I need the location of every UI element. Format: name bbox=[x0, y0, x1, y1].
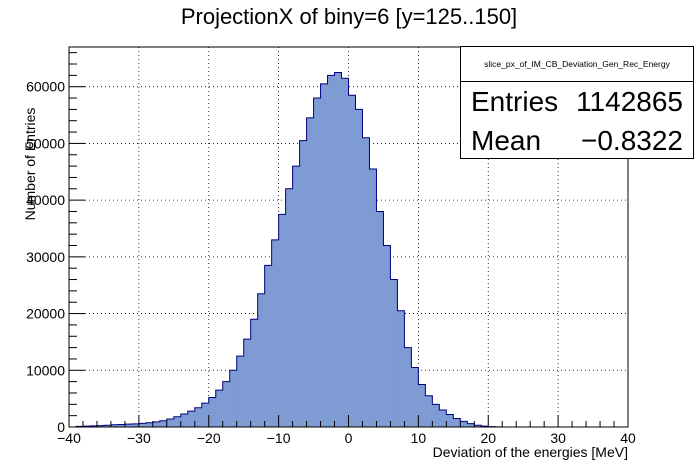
histogram-bar bbox=[348, 95, 356, 427]
x-tick-label: 30 bbox=[550, 430, 566, 446]
histogram-bar bbox=[89, 425, 98, 427]
histogram-bar bbox=[131, 423, 140, 427]
x-tick-label: −30 bbox=[127, 430, 151, 446]
histogram-bar bbox=[278, 214, 286, 427]
histogram-bar bbox=[313, 98, 321, 428]
y-tick-label: 40000 bbox=[26, 192, 65, 208]
x-tick-label: 0 bbox=[345, 430, 353, 446]
histogram-bar bbox=[271, 239, 279, 427]
ticks-layer bbox=[68, 52, 629, 428]
histogram-bar bbox=[432, 404, 440, 427]
histogram-bar bbox=[460, 421, 468, 427]
histogram-bar bbox=[292, 166, 300, 427]
histogram-bar bbox=[474, 425, 482, 427]
histogram-bar bbox=[355, 109, 363, 427]
y-tick-label: 30000 bbox=[26, 249, 65, 265]
histogram-bar bbox=[145, 422, 154, 427]
stats-mean-value: −0.8322 bbox=[581, 124, 683, 156]
stats-title: slice_px_of_IM_CB_Deviation_Gen_Rec_Ener… bbox=[461, 47, 693, 82]
histogram-bar bbox=[369, 168, 377, 427]
histogram-bar bbox=[138, 423, 147, 427]
stats-entries-value: 1142865 bbox=[576, 85, 683, 117]
histogram-bar bbox=[397, 310, 405, 427]
histogram-bar bbox=[467, 423, 475, 427]
histogram-bar bbox=[257, 293, 265, 427]
histogram-bar bbox=[222, 381, 231, 427]
bars-layer bbox=[75, 72, 517, 428]
histogram-bar bbox=[376, 211, 384, 427]
y-tick-labels: 0 10000 20000 30000 40000 50000 60000 bbox=[26, 79, 65, 435]
x-tick-label: 40 bbox=[620, 430, 636, 446]
histogram-bar bbox=[341, 78, 349, 427]
histogram-bar bbox=[152, 421, 161, 427]
x-tick-label: 20 bbox=[480, 430, 496, 446]
x-axis-label: Deviation of the energies [MeV] bbox=[433, 444, 628, 460]
histogram-bar bbox=[250, 319, 258, 427]
histogram-bar bbox=[229, 370, 237, 427]
histogram-bar bbox=[215, 390, 224, 427]
histogram-bar bbox=[124, 424, 133, 427]
y-tick-label: 0 bbox=[57, 419, 65, 435]
stats-mean-row: Mean −0.8322 bbox=[461, 121, 693, 160]
histogram-bar bbox=[383, 245, 391, 427]
histogram-bar bbox=[201, 403, 210, 427]
histogram-bar bbox=[110, 424, 119, 427]
histogram-bar bbox=[320, 83, 328, 428]
histogram-bar bbox=[194, 407, 203, 427]
histogram-bar bbox=[96, 425, 105, 427]
y-tick-label: 10000 bbox=[26, 362, 65, 378]
stats-entries-row: Entries 1142865 bbox=[461, 82, 693, 121]
histogram-bar bbox=[208, 397, 217, 427]
stats-box: slice_px_of_IM_CB_Deviation_Gen_Rec_Ener… bbox=[460, 46, 694, 159]
histogram-bar bbox=[425, 395, 433, 427]
x-tick-labels: −40 −30 −20 −10 0 10 20 30 40 bbox=[57, 430, 636, 446]
x-tick-label: 10 bbox=[411, 430, 427, 446]
y-axis-label: Number of Entries bbox=[22, 108, 38, 221]
histogram-bar bbox=[446, 414, 454, 427]
histogram-bar bbox=[264, 265, 272, 427]
histogram-bar bbox=[159, 420, 168, 427]
y-tick-label: 20000 bbox=[26, 306, 65, 322]
stats-entries-label: Entries bbox=[471, 85, 559, 117]
histogram-bar bbox=[411, 367, 419, 427]
chart-title: ProjectionX of biny=6 [y=125..150] bbox=[181, 4, 517, 29]
x-tick-label: −20 bbox=[197, 430, 221, 446]
histogram-bar bbox=[236, 356, 244, 427]
histogram-bar bbox=[404, 347, 412, 427]
x-tick-label: −10 bbox=[267, 430, 291, 446]
histogram-bar bbox=[453, 418, 461, 427]
histogram-bar bbox=[103, 425, 112, 427]
x-tick-label: −40 bbox=[57, 430, 81, 446]
histogram-bar bbox=[166, 419, 175, 427]
histogram-bar bbox=[439, 409, 447, 427]
y-tick-label: 50000 bbox=[26, 135, 65, 151]
histogram-bar bbox=[187, 411, 196, 427]
histogram-bar bbox=[299, 140, 307, 427]
histogram-bar bbox=[418, 384, 426, 427]
histogram-bar bbox=[362, 137, 370, 427]
stats-mean-label: Mean bbox=[471, 124, 542, 156]
histogram-bar bbox=[334, 72, 342, 427]
histogram-bar bbox=[285, 188, 293, 427]
histogram-bar bbox=[117, 424, 126, 427]
histogram-bar bbox=[180, 413, 189, 427]
histogram-bar bbox=[173, 416, 182, 427]
histogram-bar bbox=[327, 75, 335, 427]
y-tick-label: 60000 bbox=[26, 79, 65, 95]
histogram-bar bbox=[390, 279, 398, 427]
histogram-bar bbox=[243, 339, 251, 427]
histogram-bar bbox=[306, 117, 314, 428]
